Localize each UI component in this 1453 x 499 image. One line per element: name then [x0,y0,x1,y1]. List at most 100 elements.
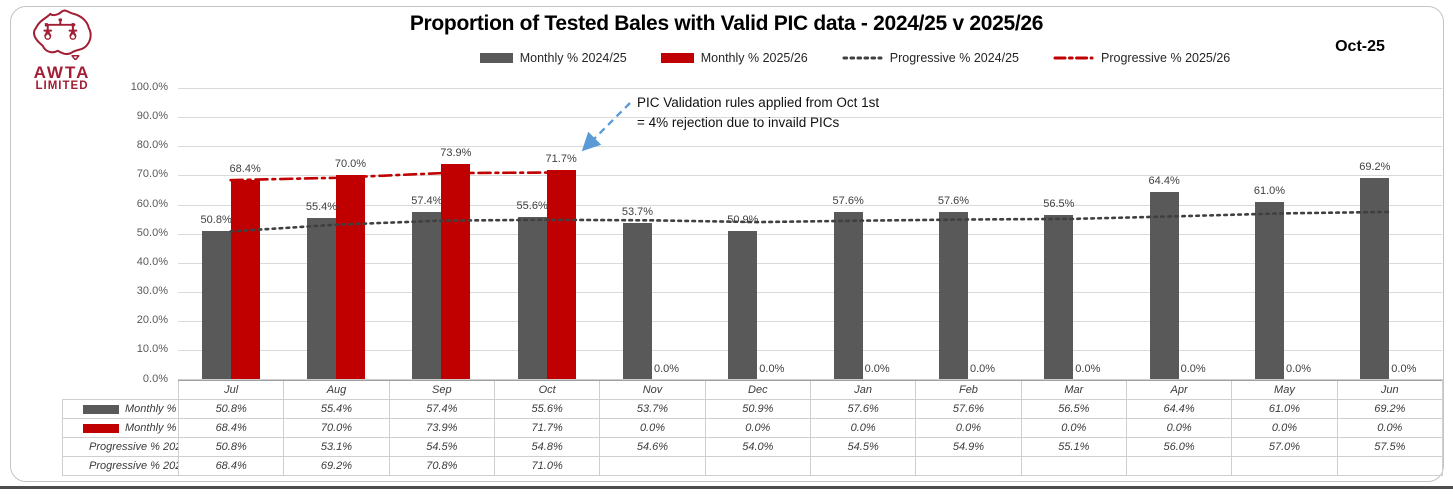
table-value-cell: 54.6% [599,437,706,457]
legend-swatch-bar [479,53,513,63]
bar-value-label: 71.7% [545,153,577,166]
table-row: Monthly % 2025/2668.4%70.0%73.9%71.7%0.0… [62,418,1444,438]
bar-value-label: 70.0% [334,158,367,171]
bar-monthly-2024-25-aug[interactable] [307,218,336,380]
month-header-cell: May [1231,379,1338,400]
gridline [178,146,1442,148]
bar-monthly-2024-25-may[interactable] [1255,201,1284,380]
bar-monthly-2025-26-jul[interactable] [230,180,260,380]
bar-value-label: 0.0% [1391,362,1417,375]
series-key-label: Progressive % 2025/26 [89,460,178,472]
table-header-row: Jul Aug Sep Oct Nov Dec Jan Feb Mar Apr May Jun [63,379,1444,400]
bar-value-label: 64.4% [1148,174,1180,187]
y-axis-tick-label: 60.0% [136,197,168,210]
bar-monthly-2024-25-feb[interactable] [939,211,968,380]
table-value-cell: 71.7% [493,418,601,438]
legend-swatch-dashdot [1053,56,1094,60]
bottom-divider [0,486,1453,489]
bar-value-label: 61.0% [1253,184,1286,197]
bar-monthly-2024-25-dec[interactable] [728,231,758,380]
y-axis-tick-label: 80.0% [136,139,168,152]
table-value-cell: 0.0% [1231,418,1338,438]
table-row: Progressive % 2025/2668.4%69.2%70.8%71.0… [62,456,1444,476]
month-header-cell: Jun [1336,379,1444,400]
table-value-cell: 53.1% [283,437,390,457]
table-value-cell: 57.6% [809,399,917,419]
chart-legend: Monthly % 2024/25 Monthly % 2025/26 Progre… [430,51,1280,65]
bar-value-label: 0.0% [1075,362,1101,375]
table-value-cell: 71.0% [493,456,601,476]
gridline [178,292,1442,294]
series-key-cell: Monthly % 2024/25 [62,399,179,419]
bar-value-label: 0.0% [864,362,890,375]
month-header-cell: Dec [704,379,811,400]
legend-item-monthly-2025-26[interactable]: Monthly % 2025/26 [660,51,808,65]
y-axis-tick-label: 50.0% [136,226,168,239]
table-value-cell: 55.6% [493,399,601,419]
bar-monthly-2024-25-nov[interactable] [623,222,652,380]
table-value-cell [599,456,706,476]
bar-value-label: 0.0% [1180,362,1206,375]
bar-value-label: 57.6% [937,194,970,207]
bar-value-label: 50.9% [727,214,759,227]
month-header-cell: Oct [493,379,601,400]
table-value-cell: 73.9% [388,418,495,438]
bar-monthly-2024-25-sep[interactable] [412,212,442,380]
annotation-line-1: PIC Validation rules applied from Oct 1s… [637,95,880,110]
bar-monthly-2025-26-oct[interactable] [546,170,576,380]
table-value-cell [809,456,917,476]
table-value-cell: 54.5% [388,437,495,457]
table-value-cell: 0.0% [809,418,917,438]
legend-item-label: Progressive % 2024/25 [889,51,1020,65]
table-value-cell: 57.4% [388,399,495,419]
legend-item-progressive-2025-26[interactable]: Progressive % 2025/26 [1053,51,1230,65]
series-key-label: Progressive % 2024/25 [89,441,178,453]
legend-item-monthly-2024-25[interactable]: Monthly % 2024/25 [479,51,627,65]
bar-monthly-2024-25-mar[interactable] [1044,214,1074,380]
bar-monthly-2024-25-jul[interactable] [201,231,231,380]
bar-value-label: 55.6% [516,200,548,213]
series-key-cell: Progressive % 2024/25 [62,437,179,457]
y-axis-tick-label: 30.0% [136,285,168,298]
table-value-cell: 50.9% [704,399,811,419]
month-header-cell: Feb [915,379,1022,400]
legend-swatch-bar [83,423,119,433]
line-progressive-2024-25[interactable] [229,210,1391,233]
annotation-line-2: = 4% rejection due to invaild PICs [637,115,840,130]
y-axis-tick-label: 70.0% [136,168,168,181]
table-value-cell: 0.0% [599,418,706,438]
series-key: Progressive % 2024/25 [64,441,178,453]
table-value-cell: 70.0% [283,418,390,438]
bar-value-label: 56.5% [1043,197,1075,210]
gridline [178,175,1442,177]
table-value-cell [1336,456,1444,476]
table-value-cell: 69.2% [1336,399,1444,419]
month-header-cell: Sep [388,379,495,400]
table-value-cell: 0.0% [704,418,811,438]
bar-monthly-2024-25-jan[interactable] [833,211,863,380]
line-progressive-2025-26[interactable] [229,171,548,182]
y-axis-tick-label: 20.0% [136,314,168,327]
table-value-cell [704,456,811,476]
bar-monthly-2025-26-sep[interactable] [441,164,471,380]
table-value-cell: 55.4% [283,399,390,419]
chart-title: Proportion of Tested Bales with Valid PI… [409,12,1044,35]
table-value-cell: 68.4% [177,456,285,476]
bar-monthly-2025-26-aug[interactable] [336,175,365,380]
bar-value-label: 73.9% [440,147,472,160]
table-value-cell [1020,456,1127,476]
annotation-arrow-icon [581,102,631,152]
table-corner-cell [63,380,179,400]
series-key-cell: Monthly % 2025/26 [62,418,179,438]
table-value-cell: 56.0% [1125,437,1233,457]
bar-monthly-2024-25-oct[interactable] [517,217,547,380]
gridline [178,88,1442,89]
table-value-cell: 50.8% [177,399,285,419]
bar-value-label: 0.0% [759,362,785,375]
bar-value-label: 53.7% [621,205,654,218]
table-value-cell: 54.5% [809,437,917,457]
bar-monthly-2024-25-apr[interactable] [1149,191,1179,380]
legend-item-progressive-2024-25[interactable]: Progressive % 2024/25 [842,51,1019,65]
series-key: Monthly % 2024/25 [64,403,178,415]
gridline [178,117,1442,119]
